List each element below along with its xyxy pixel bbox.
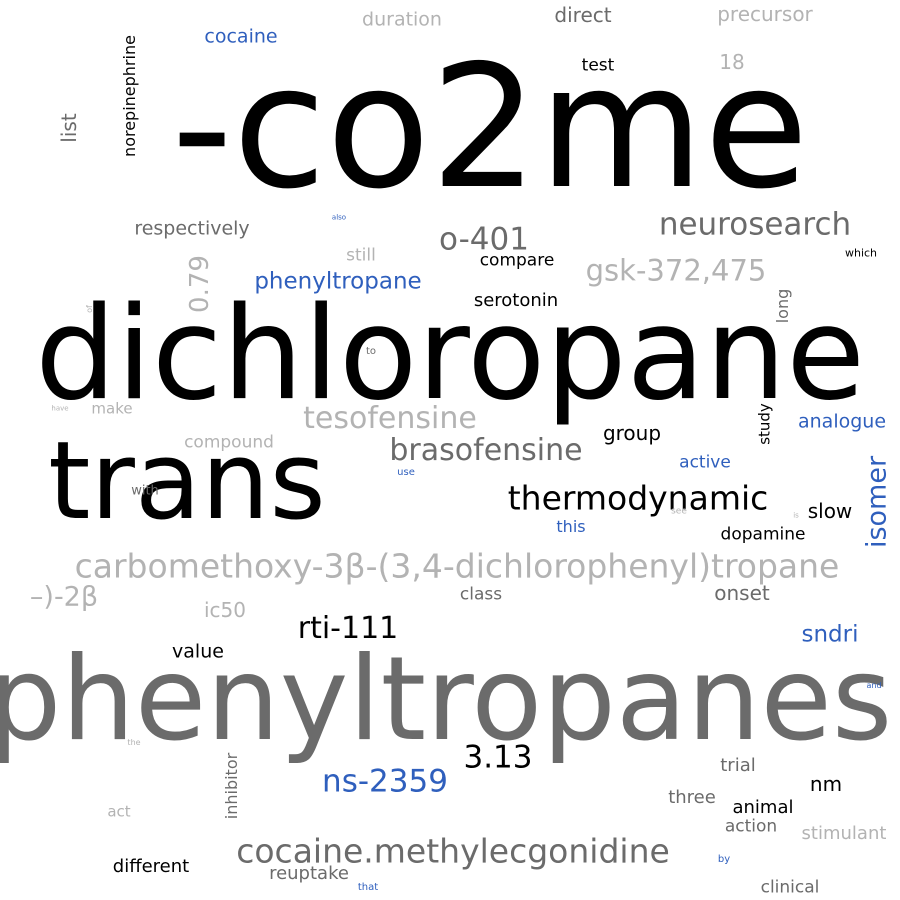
word-compare: compare	[479, 250, 555, 271]
word-is: is	[793, 511, 799, 520]
word-action: action	[724, 816, 778, 837]
word-o401: o-401	[439, 221, 529, 258]
word-group: group	[602, 421, 662, 445]
word-neurosearch: neurosearch	[658, 206, 852, 243]
word-minus-2beta: –)-2β	[29, 581, 99, 613]
word-cocaine: cocaine	[204, 25, 278, 48]
word-18: 18	[719, 50, 745, 74]
word-phenyltropanes: phenyltropanes	[0, 632, 893, 767]
word-trans: trans	[48, 419, 326, 544]
word-test: test	[581, 55, 615, 76]
word-nm: nm	[809, 772, 843, 796]
word-cocaine-methylecgonidine: cocaine.methylecgonidine	[236, 831, 670, 871]
word-trial: trial	[720, 755, 756, 776]
word-direct: direct	[554, 3, 612, 27]
word-study: study	[755, 403, 774, 445]
word-which: which	[844, 246, 878, 260]
word-duration: duration	[362, 8, 442, 31]
word-ic50: ic50	[203, 598, 247, 622]
word-value: value	[172, 640, 224, 663]
word-rti111: rti-111	[297, 611, 399, 646]
word-different: different	[112, 856, 190, 877]
word-clinical: clinical	[760, 877, 820, 898]
word-ns2359: ns-2359	[322, 763, 448, 800]
word-list: list	[57, 113, 81, 143]
word-three: three	[668, 787, 716, 808]
word-slow: slow	[807, 499, 853, 523]
word-onset: onset	[714, 581, 770, 605]
word-dopamine: dopamine	[720, 524, 806, 545]
word-this: this	[556, 517, 586, 536]
word-see: see	[671, 506, 687, 517]
word-3-13: 3.13	[463, 739, 533, 776]
word-make: make	[91, 399, 133, 418]
word-phenyltropane: phenyltropane	[254, 268, 422, 295]
word-carbomethoxy: carbomethoxy-3β-(3,4-dichlorophenyl)trop…	[74, 546, 840, 586]
word-act: act	[107, 802, 131, 821]
word-the: the	[127, 738, 141, 747]
word-reuptake: reuptake	[269, 863, 349, 884]
word-with: with	[131, 483, 159, 499]
word-have: have	[51, 404, 69, 413]
word-also: also	[331, 213, 347, 222]
word-inhibitor: inhibitor	[222, 752, 241, 820]
word-long: long	[773, 288, 792, 324]
word-serotonin: serotonin	[473, 290, 559, 311]
word-sndri: sndri	[801, 621, 859, 648]
word-active: active	[679, 452, 731, 473]
word-to: to	[365, 346, 377, 357]
word-0-79: 0.79	[185, 255, 215, 313]
word-animal: animal	[732, 797, 794, 818]
word-use: use	[397, 467, 415, 478]
word-and: and	[866, 681, 882, 690]
word-precursor: precursor	[717, 2, 813, 26]
word-respectively: respectively	[134, 217, 250, 240]
word-still: still	[346, 245, 376, 266]
word-by: by	[717, 854, 731, 865]
word-tesofensine: tesofensine	[303, 401, 477, 436]
word-brasofensine: brasofensine	[389, 433, 583, 468]
word-gsk: gsk-372,475	[585, 253, 767, 288]
word-co2me: -co2me	[171, 29, 809, 227]
word-isomer: isomer	[861, 455, 893, 549]
word-of: of	[85, 305, 94, 313]
word-class: class	[459, 584, 503, 605]
word-thermodynamic: thermodynamic	[507, 478, 769, 518]
word-that: that	[357, 882, 379, 893]
word-dichloropane: dichloropane	[35, 280, 865, 429]
word-compound: compound	[184, 432, 274, 453]
word-stimulant: stimulant	[801, 823, 887, 844]
word-norepinephrine: norepinephrine	[120, 35, 139, 157]
word-analogue: analogue	[797, 410, 887, 433]
